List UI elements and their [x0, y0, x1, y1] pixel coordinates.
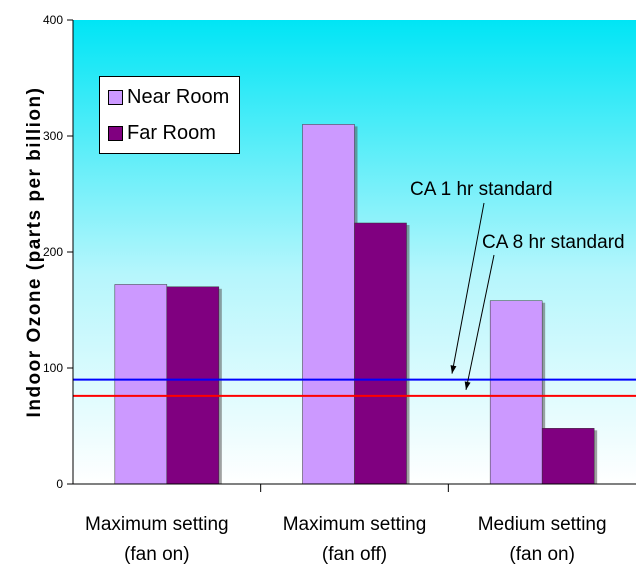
bar — [541, 428, 595, 485]
annotation-arrow-line — [465, 254, 495, 390]
y-tick-label: 400 — [43, 13, 63, 27]
bar — [302, 124, 355, 485]
reference-line-label: CA 1 hr standard — [410, 179, 553, 200]
x-category-label: (fan on) — [124, 544, 189, 565]
x-category-label: Maximum setting — [85, 514, 229, 535]
y-axis-label: Indoor Ozone (parts per billion) — [24, 87, 45, 418]
y-tick-label: 300 — [43, 129, 63, 143]
legend-swatch-far-room — [108, 125, 123, 141]
bar — [489, 300, 543, 485]
bar — [166, 286, 220, 485]
legend-swatch-near-room — [108, 89, 123, 105]
x-category-label: (fan off) — [322, 544, 387, 565]
legend-item-far-room: Far Room — [108, 121, 216, 145]
annotation-arrow-line — [451, 202, 485, 374]
x-category-label: Medium setting — [478, 514, 607, 535]
bar — [114, 284, 168, 485]
reference-line-label: CA 8 hr standard — [482, 232, 625, 253]
y-tick-label: 100 — [43, 361, 63, 375]
legend-item-near-room: Near Room — [108, 85, 229, 109]
legend-label-near-room: Near Room — [127, 85, 230, 108]
annotation-arrowhead — [464, 381, 471, 390]
legend: Near Room Far Room — [99, 76, 240, 154]
bar — [354, 222, 407, 485]
legend-label-far-room: Far Room — [127, 121, 216, 144]
y-tick-label: 0 — [56, 477, 63, 491]
x-category-label: (fan on) — [509, 544, 574, 565]
y-tick-label: 200 — [43, 245, 63, 259]
annotation-arrowhead — [450, 365, 457, 374]
x-category-label: Maximum setting — [283, 514, 427, 535]
